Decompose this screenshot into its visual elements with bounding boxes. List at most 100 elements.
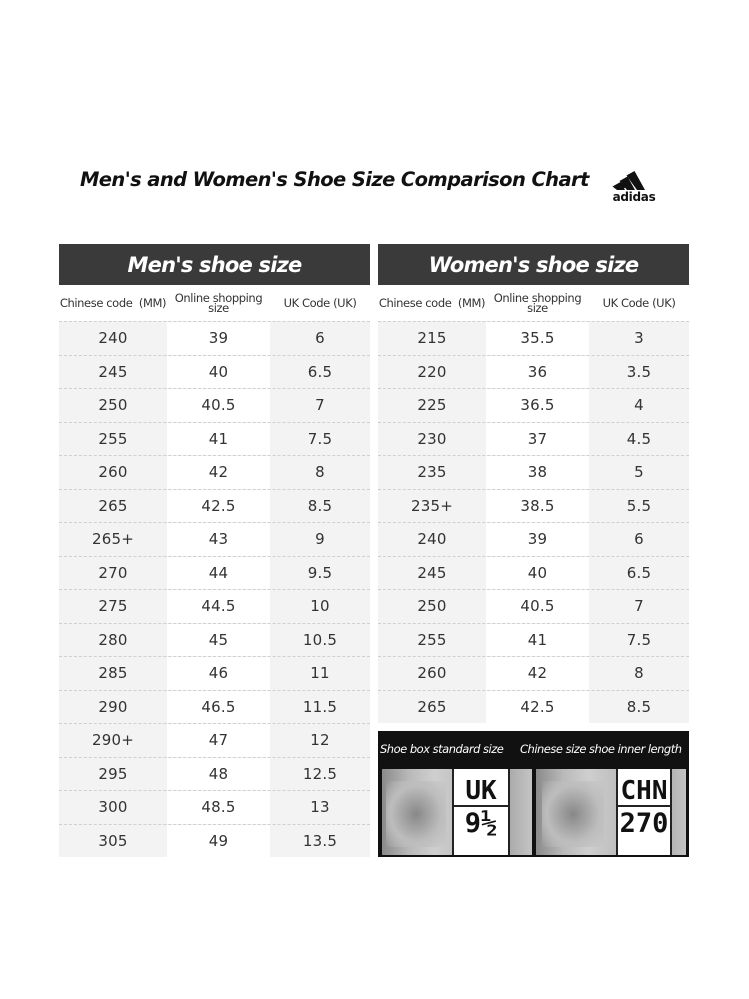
cell-uk-code: 8 — [315, 463, 325, 482]
cell-online-size: 46.5 — [167, 690, 270, 723]
table-row: 240 39 6 — [59, 321, 370, 355]
cell-online-size: 37 — [486, 422, 589, 455]
cell-chinese-code: 290 — [98, 697, 128, 716]
cell-online-size: 39 — [486, 523, 589, 556]
table-row: 260 42 8 — [59, 455, 370, 489]
women-size-table: Women's shoe size Chinese code (MM) Onli… — [378, 244, 689, 723]
cell-chinese-code: 275 — [98, 597, 128, 616]
pointer-arrow-icon — [636, 769, 648, 777]
chn-size-tag: CHN 270 — [616, 769, 672, 855]
cell-chinese-code: 250 — [98, 396, 128, 415]
cell-uk-code: 3.5 — [626, 362, 652, 381]
men-column-headers: Chinese code (MM) Online shopping size U… — [59, 285, 370, 321]
cell-chinese-code: 265 — [98, 496, 128, 515]
cell-uk-code: 12 — [310, 731, 330, 750]
cell-chinese-code: 220 — [417, 362, 447, 381]
men-table-header: Men's shoe size — [59, 244, 370, 285]
cell-uk-code: 6 — [315, 329, 325, 348]
cell-uk-code: 4.5 — [626, 429, 652, 448]
cell-online-size: 36.5 — [486, 389, 589, 422]
column-header-uk-code: UK Code (UK) — [283, 296, 357, 310]
cell-uk-code: 8 — [634, 664, 644, 683]
cell-online-size: 46 — [167, 657, 270, 690]
cell-uk-code: 6.5 — [626, 563, 652, 582]
cell-uk-code: 5.5 — [626, 496, 652, 515]
chn-size-value: 270 — [619, 808, 669, 839]
cell-chinese-code: 265 — [417, 697, 447, 716]
table-row: 230 37 4.5 — [378, 421, 689, 455]
cell-online-size: 42.5 — [167, 489, 270, 522]
column-header-online-size: Online shopping size — [493, 291, 582, 315]
cell-chinese-code: 270 — [98, 563, 128, 582]
cell-chinese-code: 215 — [417, 329, 447, 348]
cell-online-size: 41 — [486, 623, 589, 656]
table-row: 255 41 7.5 — [59, 421, 370, 455]
column-header-uk-code: UK Code (UK) — [602, 296, 676, 310]
table-row: 225 36.5 4 — [378, 388, 689, 422]
women-table-header: Women's shoe size — [378, 244, 689, 285]
cell-uk-code: 9 — [315, 530, 325, 549]
cell-online-size: 35.5 — [486, 322, 589, 355]
cell-online-size: 42 — [167, 456, 270, 489]
uk-size-value: 9½ — [464, 808, 498, 839]
column-header-chinese-code: Chinese code (MM) — [378, 296, 486, 310]
cell-chinese-code: 230 — [417, 429, 447, 448]
women-rows: 215 35.5 3 220 36 3.5 225 36.5 4 230 37 4.5 235 38 5 23… — [378, 321, 689, 723]
cell-online-size: 45 — [167, 623, 270, 656]
cell-chinese-code: 240 — [417, 530, 447, 549]
cell-online-size: 43 — [167, 523, 270, 556]
cell-chinese-code: 305 — [98, 831, 128, 850]
table-row: 235 38 5 — [378, 455, 689, 489]
cell-online-size: 40.5 — [486, 590, 589, 623]
cell-uk-code: 9.5 — [307, 563, 333, 582]
cell-online-size: 44 — [167, 556, 270, 589]
table-row: 235+ 38.5 5.5 — [378, 488, 689, 522]
table-row: 275 44.5 10 — [59, 589, 370, 623]
cell-uk-code: 7.5 — [307, 429, 333, 448]
cell-online-size: 44.5 — [167, 590, 270, 623]
cell-uk-code: 10.5 — [302, 630, 338, 649]
cell-uk-code: 11 — [310, 664, 330, 683]
table-row: 305 49 13.5 — [59, 823, 370, 857]
adidas-three-stripes-icon — [612, 171, 645, 191]
chart-title: Men's and Women's Shoe Size Comparison C… — [80, 168, 589, 191]
uk-size-label: UK — [454, 769, 508, 807]
cell-chinese-code: 245 — [98, 362, 128, 381]
cell-chinese-code: 290+ — [92, 731, 134, 750]
table-row: 245 40 6.5 — [59, 354, 370, 388]
cell-chinese-code: 280 — [98, 630, 128, 649]
table-row: 215 35.5 3 — [378, 321, 689, 355]
cell-chinese-code: 265+ — [92, 530, 134, 549]
table-row: 265 42.5 8.5 — [59, 488, 370, 522]
cell-uk-code: 8.5 — [307, 496, 333, 515]
cell-online-size: 47 — [167, 724, 270, 757]
cell-uk-code: 13 — [310, 798, 330, 817]
table-row: 285 46 11 — [59, 656, 370, 690]
cell-online-size: 42 — [486, 657, 589, 690]
cell-chinese-code: 235+ — [411, 496, 453, 515]
table-row: 245 40 6.5 — [378, 555, 689, 589]
table-row: 295 48 12.5 — [59, 756, 370, 790]
cell-chinese-code: 255 — [98, 429, 128, 448]
table-row: 265 42.5 8.5 — [378, 689, 689, 723]
cell-online-size: 49 — [167, 824, 270, 857]
cell-chinese-code: 235 — [417, 463, 447, 482]
caption-shoe-box-size: Shoe box standard size — [380, 742, 504, 756]
cell-online-size: 48.5 — [167, 791, 270, 824]
cell-uk-code: 12.5 — [302, 764, 338, 783]
cell-uk-code: 7 — [315, 396, 325, 415]
cell-uk-code: 11.5 — [302, 697, 338, 716]
column-header-chinese-code: Chinese code (MM) — [59, 296, 167, 310]
table-row: 265+ 43 9 — [59, 522, 370, 556]
shoe-label-photo: Shoe box standard size Chinese size shoe… — [378, 731, 689, 857]
cell-chinese-code: 260 — [98, 463, 128, 482]
cell-online-size: 40 — [486, 556, 589, 589]
cell-uk-code: 7 — [634, 597, 644, 616]
cell-chinese-code: 240 — [98, 329, 128, 348]
cell-online-size: 36 — [486, 355, 589, 388]
cell-chinese-code: 260 — [417, 664, 447, 683]
table-row: 255 41 7.5 — [378, 622, 689, 656]
women-column-headers: Chinese code (MM) Online shopping size U… — [378, 285, 689, 321]
cell-online-size: 41 — [167, 422, 270, 455]
table-row: 290 46.5 11.5 — [59, 689, 370, 723]
